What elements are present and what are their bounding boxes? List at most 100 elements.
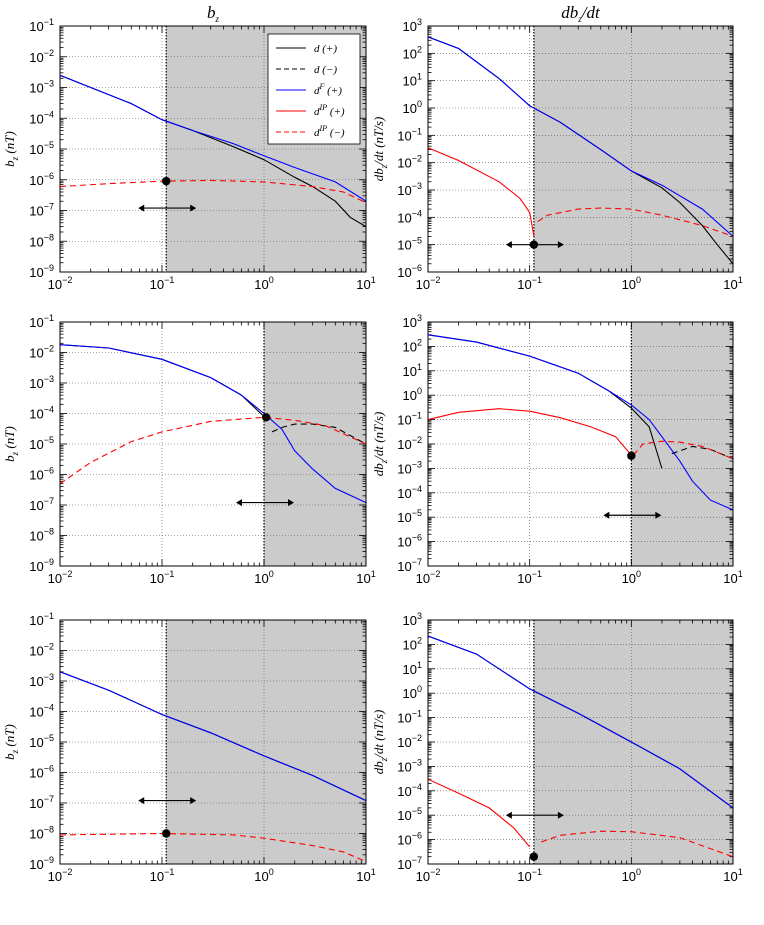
axes-frame bbox=[427, 321, 734, 567]
x-tick-label: 10−1 bbox=[150, 275, 175, 292]
chart-a-left: 10−2 10−1 100 101 10−9 10−8 10−7 10−6 10−5 10−4 10… bbox=[2, 3, 376, 292]
panel-title: bz bbox=[207, 3, 220, 24]
discharging-region bbox=[166, 620, 366, 864]
y-tick-label: 10−2 bbox=[29, 48, 54, 65]
arrow-head-left bbox=[138, 204, 145, 212]
y-tick-label: 10−3 bbox=[397, 459, 422, 476]
series-line-dip+ bbox=[60, 416, 366, 485]
y-tick-label: 10−6 bbox=[397, 533, 422, 550]
y-axis-label: bz (nT) bbox=[2, 724, 20, 760]
series-line-df+ bbox=[60, 671, 366, 802]
y-tick-label: 10−6 bbox=[397, 831, 422, 848]
series-line-df+ bbox=[60, 344, 366, 504]
chart-b-left: 10−2 10−1 100 101 10−9 10−8 10−7 10−6 10−5 10−4 10… bbox=[2, 313, 376, 586]
arrow-head-right bbox=[557, 811, 564, 819]
arrow-head-right bbox=[557, 241, 564, 249]
arrow-head-right bbox=[655, 511, 662, 519]
y-tick-label: 10−5 bbox=[397, 806, 422, 823]
y-tick-label: 10−4 bbox=[397, 208, 422, 225]
y-tick-label: 10−9 bbox=[29, 855, 54, 872]
x-tick-label: 10−2 bbox=[48, 569, 73, 586]
grid bbox=[60, 322, 366, 566]
transition-marker bbox=[529, 852, 539, 861]
discharging-region bbox=[631, 322, 733, 566]
legend-entry: d (−) bbox=[314, 64, 337, 76]
series-group bbox=[428, 36, 733, 265]
y-tick-label: 102 bbox=[403, 635, 422, 652]
series-line-df+ bbox=[60, 74, 366, 202]
ticks bbox=[59, 619, 366, 865]
x-tick-label: 100 bbox=[622, 569, 641, 586]
y-tick-label: 10−5 bbox=[397, 508, 422, 525]
legend-entry: d (+) bbox=[314, 43, 337, 55]
x-tick-label: 10−1 bbox=[517, 867, 542, 884]
y-tick-label: 10−1 bbox=[397, 411, 422, 428]
y-tick-label: 10−4 bbox=[29, 109, 54, 126]
y-tick-label: 10−5 bbox=[397, 236, 422, 253]
y-tick-label: 10−7 bbox=[29, 202, 54, 219]
x-tick-label: 10−1 bbox=[150, 867, 175, 884]
x-tick-label: 10−1 bbox=[517, 569, 542, 586]
y-tick-label: 10−6 bbox=[397, 263, 422, 280]
arrow-head-right bbox=[288, 499, 294, 507]
chart-c-left: 10−2 10−1 100 101 10−9 10−8 10−7 10−6 10−5 10−4 10… bbox=[2, 611, 376, 884]
transition-marker bbox=[261, 413, 271, 422]
y-tick-label: 10−1 bbox=[29, 313, 54, 330]
arrow-head-left bbox=[505, 241, 512, 249]
transition-marker bbox=[162, 829, 171, 838]
y-tick-label: 10−4 bbox=[397, 484, 422, 501]
axes-frame bbox=[427, 619, 734, 865]
y-tick-label: 101 bbox=[403, 660, 422, 677]
y-tick-label: 10−1 bbox=[397, 709, 422, 726]
y-tick-label: 10−8 bbox=[29, 527, 54, 544]
grid bbox=[428, 26, 733, 272]
series-group bbox=[60, 74, 366, 228]
y-tick-label: 10−3 bbox=[29, 79, 54, 96]
x-tick-label: 10−2 bbox=[416, 569, 441, 586]
y-tick-label: 10−1 bbox=[29, 17, 54, 34]
y-tick-label: 10−5 bbox=[29, 435, 54, 452]
arrow-head-left bbox=[236, 499, 242, 507]
y-tick-label: 10−2 bbox=[397, 154, 422, 171]
y-axis-label: dbz/dt (nT/s) bbox=[371, 412, 389, 477]
series-line-dip+ bbox=[428, 408, 632, 456]
y-tick-label: 10−3 bbox=[397, 757, 422, 774]
arrow-head-left bbox=[603, 511, 610, 519]
discharging-region bbox=[533, 620, 733, 864]
y-tick-label: 10−2 bbox=[29, 642, 54, 659]
arrow-head-right bbox=[190, 797, 197, 805]
ticks bbox=[427, 321, 733, 567]
x-tick-label: 100 bbox=[622, 867, 641, 884]
axes-frame bbox=[59, 321, 367, 567]
grid bbox=[60, 620, 366, 864]
x-tick-label: 100 bbox=[622, 275, 641, 292]
x-tick-label: 100 bbox=[254, 275, 273, 292]
y-tick-label: 10−6 bbox=[29, 764, 54, 781]
y-tick-label: 10−5 bbox=[29, 733, 54, 750]
y-tick-label: 10−6 bbox=[29, 171, 54, 188]
transition-marker bbox=[162, 176, 171, 186]
x-tick-label: 101 bbox=[723, 275, 742, 292]
y-tick-label: 102 bbox=[403, 337, 422, 354]
y-tick-label: 10−7 bbox=[397, 855, 422, 872]
y-tick-label: 10−7 bbox=[29, 496, 54, 513]
series-group bbox=[60, 671, 366, 863]
y-tick-label: 10−3 bbox=[397, 181, 422, 198]
y-tick-label: 10−2 bbox=[397, 733, 422, 750]
legend-entry: dIP (−) bbox=[314, 124, 345, 139]
series-group bbox=[60, 344, 366, 504]
x-tick-label: 10−2 bbox=[416, 867, 441, 884]
arrow-head-right bbox=[190, 204, 197, 212]
y-tick-label: 10−9 bbox=[29, 263, 54, 280]
series-group bbox=[428, 334, 733, 511]
x-tick-label: 101 bbox=[723, 867, 742, 884]
x-tick-label: 10−1 bbox=[150, 569, 175, 586]
x-tick-label: 100 bbox=[254, 569, 273, 586]
axes-frame bbox=[427, 25, 734, 273]
x-tick-label: 100 bbox=[254, 867, 273, 884]
y-tick-label: 10−4 bbox=[29, 405, 54, 422]
legend-entry: dF (+) bbox=[314, 82, 342, 97]
y-tick-label: 10−8 bbox=[29, 232, 54, 249]
